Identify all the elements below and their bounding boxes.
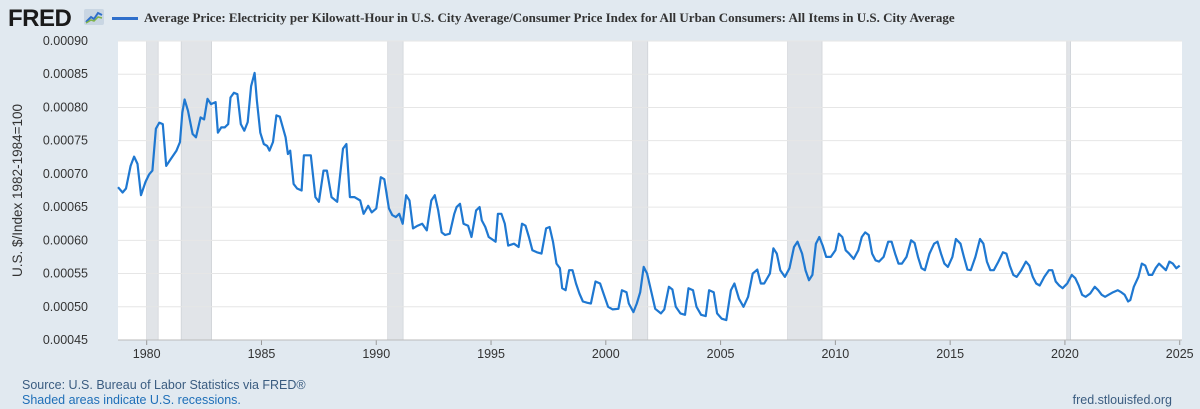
x-tick-label: 1980 xyxy=(133,347,161,361)
recession-note[interactable]: Shaded areas indicate U.S. recessions. xyxy=(22,393,241,407)
y-tick-label: 0.00055 xyxy=(43,267,88,281)
x-tick-label: 1995 xyxy=(477,347,505,361)
plot-area xyxy=(118,41,1182,340)
x-tick-label: 2025 xyxy=(1166,347,1194,361)
series-line xyxy=(117,71,1181,322)
y-tick-label: 0.00065 xyxy=(43,200,88,214)
fred-site-link[interactable]: fred.stlouisfed.org xyxy=(1072,393,1172,407)
y-tick-label: 0.00090 xyxy=(43,36,88,48)
y-axis-tick-labels: 0.00045 0.00050 0.00055 0.00060 0.00065 0.000… xyxy=(43,36,88,347)
line-chart[interactable]: 0.00045 0.00050 0.00055 0.00060 0.00065 0.000… xyxy=(0,36,1200,376)
legend-label[interactable]: Average Price: Electricity per Kilowatt-… xyxy=(144,10,955,25)
y-tick-label: 0.00070 xyxy=(43,167,88,181)
y-tick-label: 0.00045 xyxy=(43,333,88,347)
footer-source: Source: U.S. Bureau of Labor Statistics … xyxy=(22,378,306,408)
x-axis-tick-labels: 1980 1985 1990 1995 2000 2005 2010 2015 2020 2025 xyxy=(118,339,1194,361)
recession-shading-group xyxy=(146,40,1071,341)
x-tick-label: 2015 xyxy=(936,347,964,361)
legend-swatch xyxy=(112,17,138,20)
fred-logo[interactable]: FRED xyxy=(8,5,72,32)
y-axis-label: U.S. $/Index 1982-1984=100 xyxy=(10,104,25,277)
recession-band xyxy=(787,40,823,341)
y-tick-label: 0.00050 xyxy=(43,300,88,314)
y-tick-label: 0.00060 xyxy=(43,233,88,247)
x-tick-label: 2000 xyxy=(592,347,620,361)
y-tick-label: 0.00080 xyxy=(43,100,88,114)
recession-band xyxy=(387,40,404,341)
series-group xyxy=(117,71,1181,322)
y-tick-label: 0.00075 xyxy=(43,134,88,148)
y-tick-label: 0.00085 xyxy=(43,67,88,81)
x-tick-label: 2010 xyxy=(821,347,849,361)
x-tick-label: 2005 xyxy=(707,347,735,361)
x-tick-label: 1985 xyxy=(248,347,276,361)
source-text: Source: U.S. Bureau of Labor Statistics … xyxy=(22,378,306,392)
recession-band xyxy=(1066,40,1071,341)
fred-logo-chart-icon xyxy=(84,9,104,25)
x-tick-label: 2020 xyxy=(1051,347,1079,361)
recession-band xyxy=(146,40,159,341)
x-tick-label: 1990 xyxy=(362,347,390,361)
chart-header: FRED Average Price: Electricity per Kilo… xyxy=(0,0,1200,36)
recession-band xyxy=(180,40,212,341)
